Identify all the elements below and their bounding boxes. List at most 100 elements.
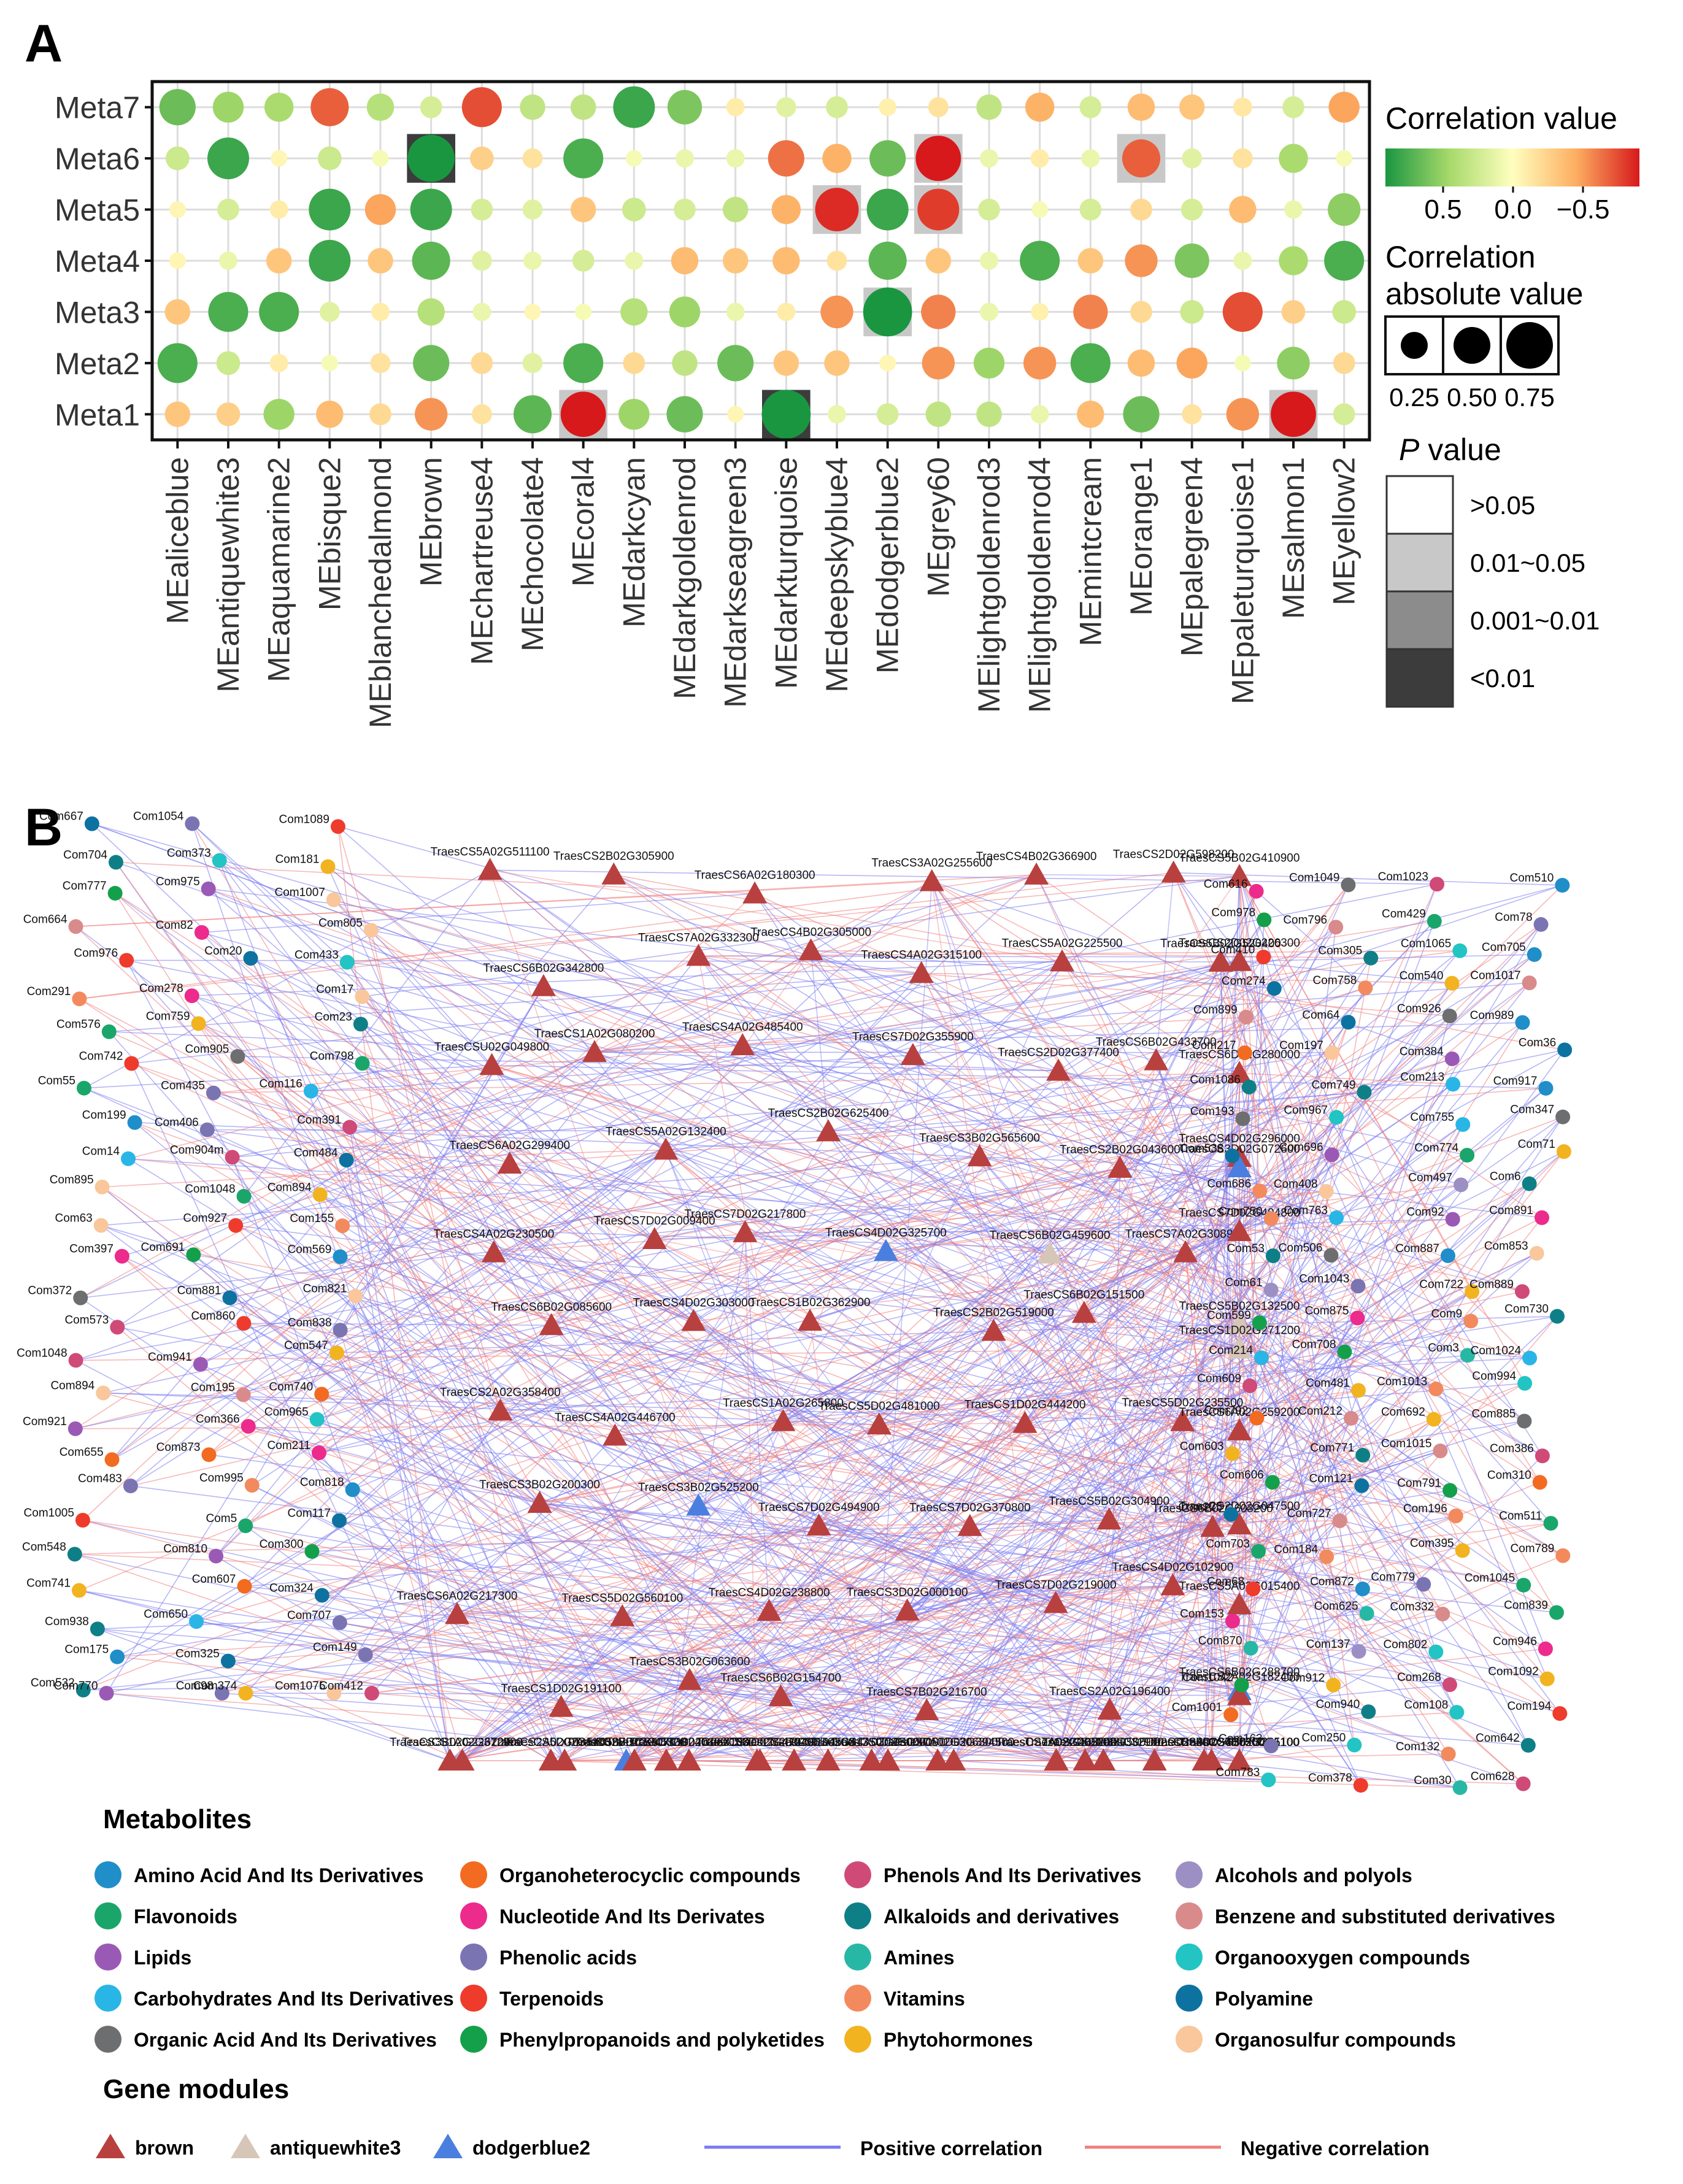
metabolite-dot [348,1288,363,1304]
metabolite-label: Com642 [1476,1732,1520,1745]
negative-edge [1239,875,1525,1384]
metabolite-node: Com1023 [1378,871,1445,892]
negative-edge [74,1524,1240,1555]
metabolite-dot [1517,1375,1533,1391]
metabolite-node: Com6 [1490,1171,1537,1191]
gene-triangle [876,1748,901,1771]
heatmap-circle [622,198,646,221]
negative-edge [500,1410,1524,1586]
column-labels: MEaliceblue MEantiquewhite3 MEaquamarine2 M… [160,440,1361,728]
metabolite-class-label: Alcohols and polyols [1215,1864,1412,1886]
negative-edge [456,1613,690,1761]
negative-edge [221,1525,819,1694]
heatmap-circle [1282,96,1304,118]
heatmap-circle [1081,149,1100,168]
metabolite-dot [1535,1448,1550,1464]
heatmap-circle [876,403,899,426]
metabolite-dot [1465,1284,1480,1299]
metabolite-node: Com875 [1305,1304,1365,1326]
metabolite-node: Com250 [1302,1731,1362,1753]
heatmap-circle [310,88,349,126]
metabolite-label: Com967 [1284,1104,1328,1117]
metabolite-dot [330,819,345,834]
metabolite-node: Com194 [1507,1700,1568,1721]
metabolite-label: Com373 [167,847,211,860]
negative-edge [615,1385,1250,1437]
metabolite-dot [1359,1605,1374,1621]
gene-module-label: antiquewhite3 [270,2137,401,2159]
metabolite-label: Com838 [288,1317,332,1329]
column-label: MEdarkturquoise [769,457,803,689]
gene-node: TraesCS7A02G332300 [638,931,759,966]
heatmap-circle [828,405,846,424]
positive-edge [1185,1252,1543,1456]
metabolite-dot [1225,1613,1240,1629]
metabolite-dot [101,1024,117,1039]
metabolite-label: Com547 [284,1339,328,1352]
gene-label: TraesCS6B02G085600 [491,1301,612,1313]
metabolite-label: Com875 [1305,1304,1349,1317]
heatmap-circle [1070,343,1111,383]
metabolite-node: Com82 [156,919,209,940]
gene-triangle [873,1239,898,1261]
negative-edge [221,1312,1085,1694]
heatmap-circle [674,198,696,221]
metabolite-dot [238,1686,253,1701]
gene-triangle [1227,1592,1252,1615]
heatmap-circle [309,240,351,282]
positive-edge [1239,1324,1450,1491]
metabolite-dot [1246,1582,1261,1597]
metabolite-node: Com938 [45,1615,105,1637]
positive-edge [1155,872,1174,1061]
positive-edge [1084,1316,1558,1761]
positive-edge [993,1331,1212,1761]
positive-edge [461,1131,829,1761]
gene-node: TraesCS3B02G200300 [479,1478,600,1513]
metabolite-dot [355,1056,370,1071]
metabolite-label: Com181 [275,853,320,866]
negative-edge [334,1348,1240,1694]
gene-label: TraesCS7A02G308900 [1125,1228,1246,1241]
negative-edge [1103,1753,1449,1761]
metabolite-dot [1223,1707,1239,1722]
negative-edge [1049,1253,1231,1515]
metabolite-node: Com1024 [1471,1345,1538,1366]
heatmap-circle [471,404,492,425]
gene-node: TraesCS4A02G446700 [555,1411,676,1446]
negative-edge [613,874,1233,1156]
positive-edge [539,1502,1424,1585]
gene-triangle [1161,860,1186,883]
metabolite-label: Com917 [1493,1075,1538,1088]
heatmap-circle [321,355,338,372]
metabolite-dot [329,1345,344,1361]
gene-label: TraesCS6B02G433700 [1096,1036,1217,1049]
metabolite-node: Com805 [318,917,379,938]
positive-edge [191,995,994,1332]
negative-edge [450,1253,1537,1761]
heatmap-circle [372,150,389,167]
metabolite-node: Com310 [1487,1469,1547,1490]
metabolite-dot [230,1048,245,1064]
heatmap-circle [269,353,288,372]
gene-label: TraesCS1D02G191100 [501,1683,621,1696]
gene-label: TraesCS5D02G546500 [504,1736,625,1749]
negative-edge [1049,1253,1563,1556]
metabolite-dot [1557,1042,1573,1058]
heatmap-circle [563,138,604,179]
heatmap-circle [522,199,543,220]
panel-a-label: A [25,14,63,73]
metabolite-node: Com616 [1204,878,1264,899]
metabolite-dot [1328,920,1344,935]
metabolite-label: Com484 [294,1147,338,1159]
metabolite-label: Com310 [1487,1469,1531,1482]
positive-edge [91,823,1086,1761]
metabolite-dot [1341,1015,1356,1030]
negative-edge [1153,1430,1240,1761]
metabolite-label: Com889 [1469,1278,1514,1291]
gene-node: TraesCSU02G049800 [434,1040,549,1075]
gene-label: TraesCS6A02G299400 [449,1139,570,1152]
column-label: MEaliceblue [160,457,194,624]
heatmap-circle [513,395,552,434]
gene-label: TraesCS7D02G355900 [852,1031,974,1044]
metabolite-class-label: Lipids [134,1947,191,1969]
